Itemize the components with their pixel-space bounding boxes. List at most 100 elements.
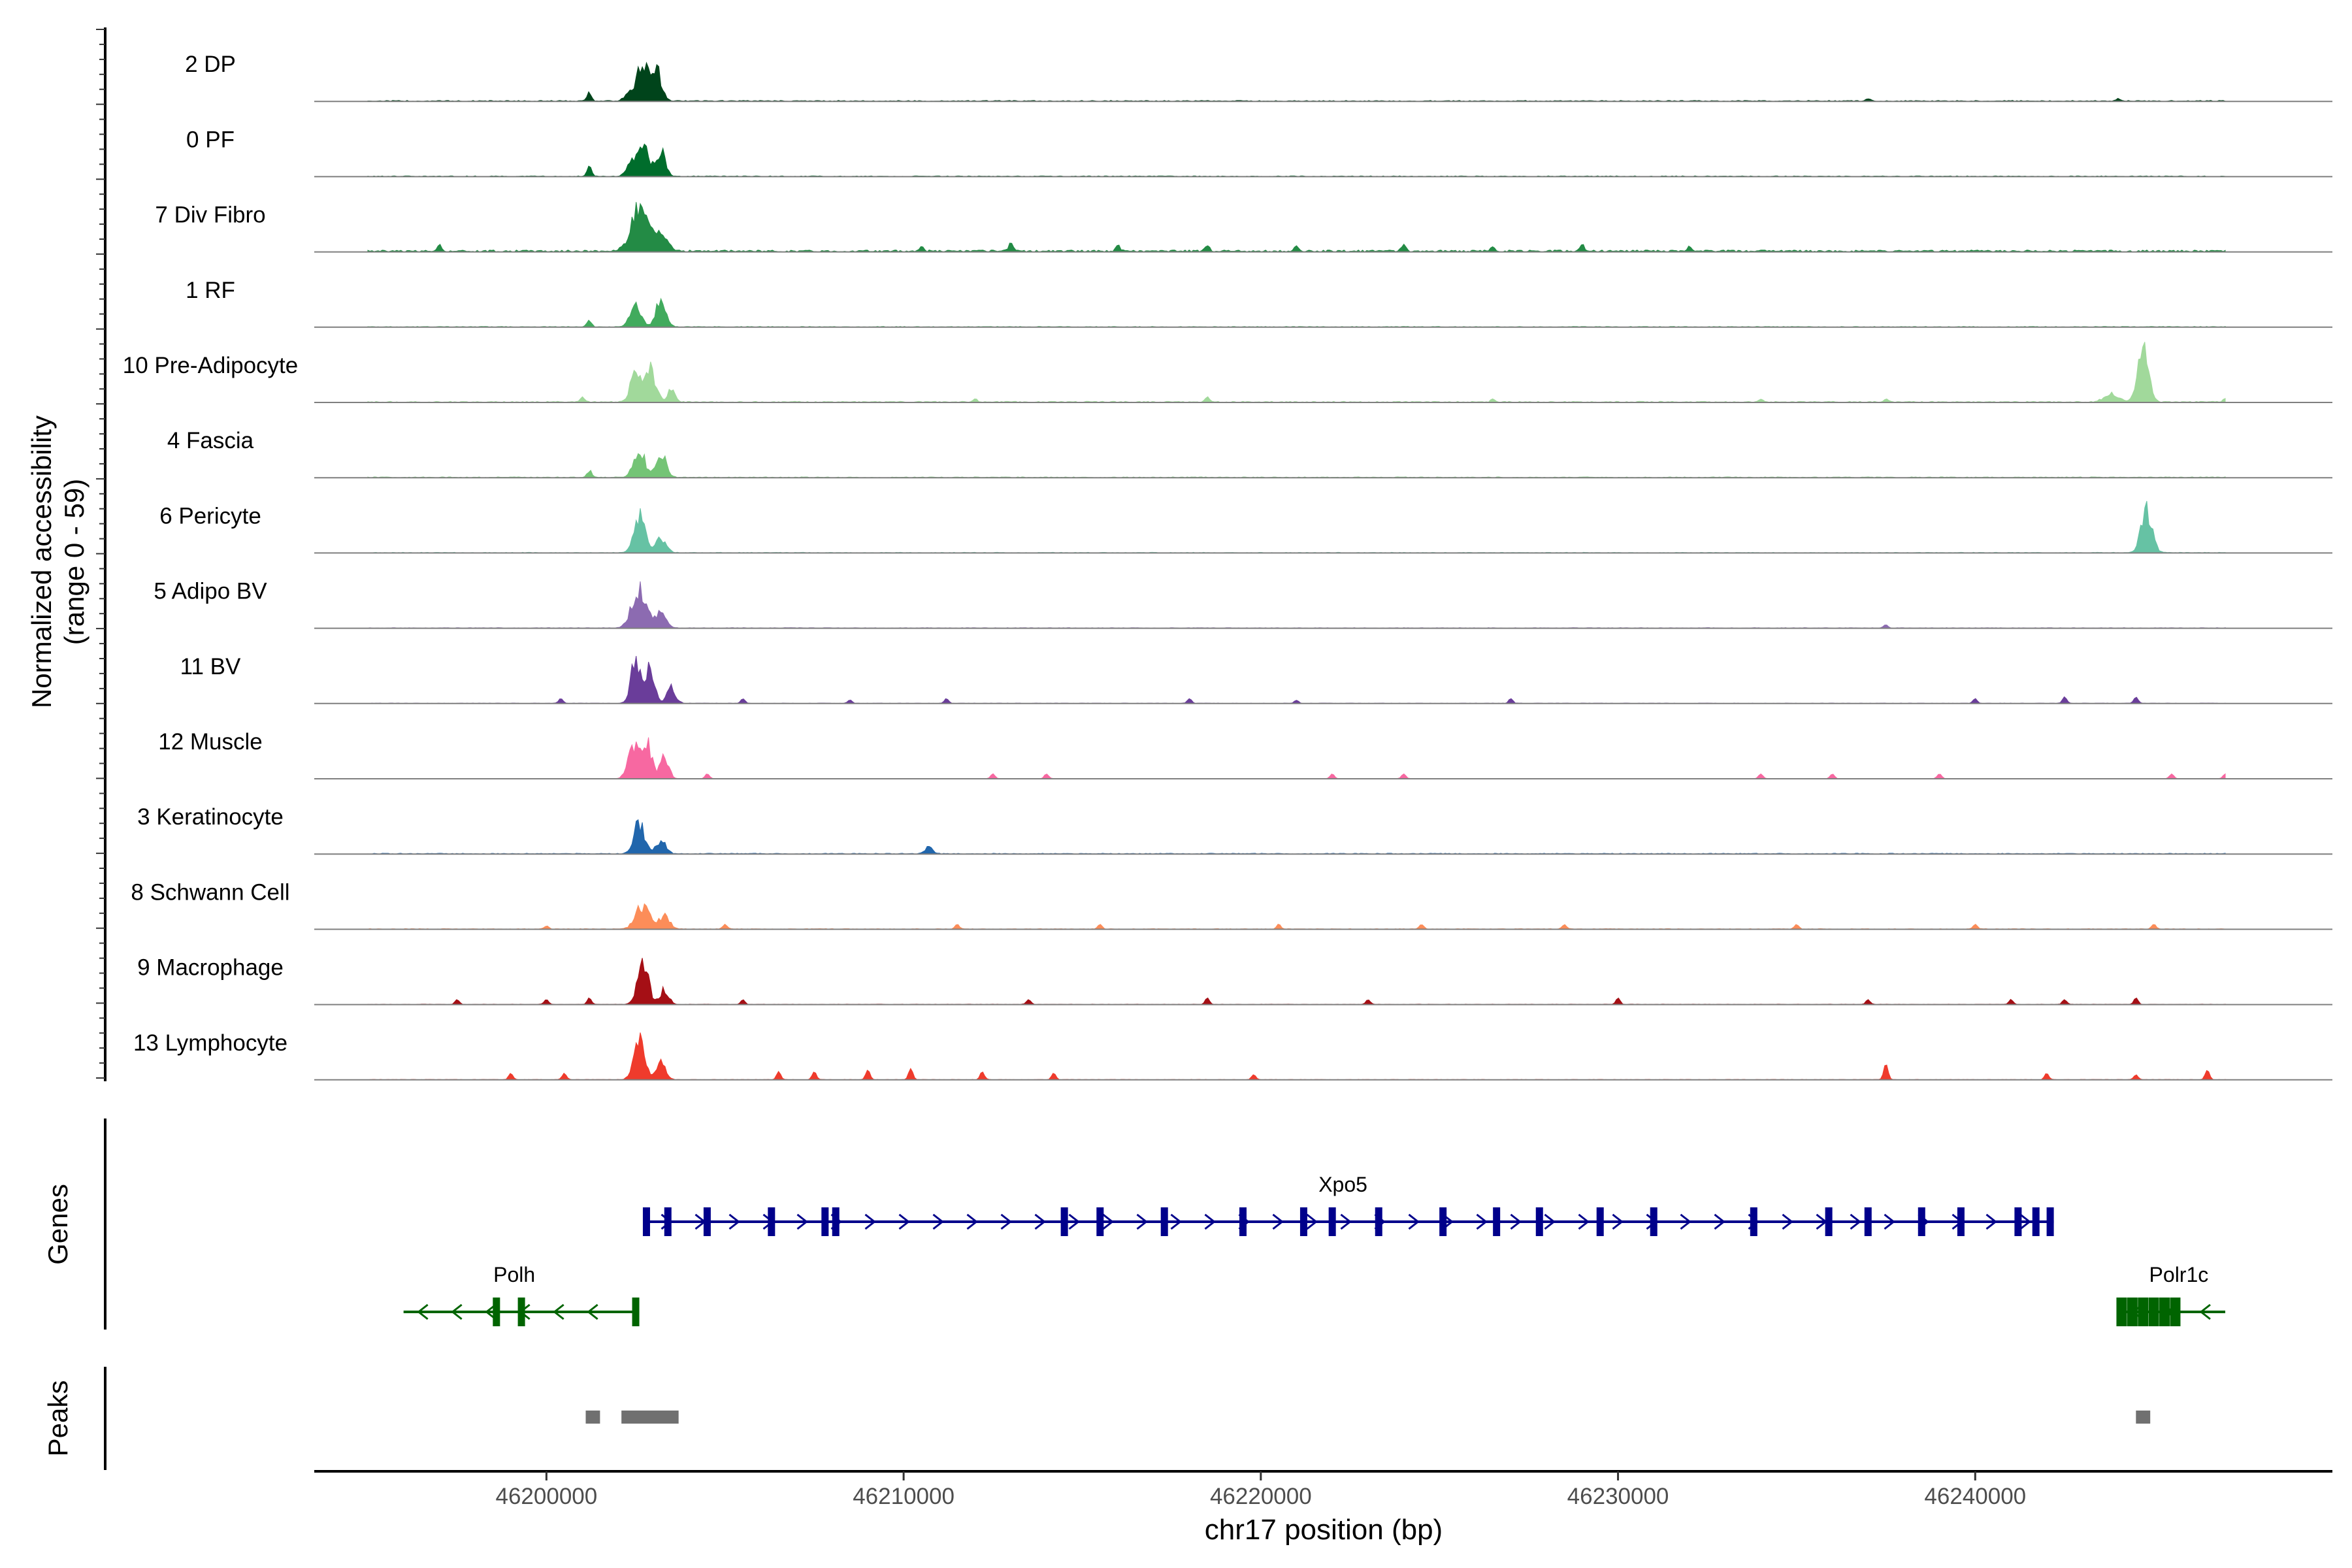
coverage-area <box>367 61 2226 102</box>
strand-arrow <box>1408 1213 1420 1230</box>
peak-region <box>621 1411 679 1424</box>
track-label: 10 Pre-Adipocyte <box>123 353 298 378</box>
exon <box>632 1298 640 1326</box>
exon <box>1299 1207 1307 1236</box>
track-label: 11 BV <box>180 654 241 679</box>
exon <box>1328 1207 1336 1236</box>
track-label: 9 Macrophage <box>137 955 284 981</box>
strand-arrow <box>1068 1213 1080 1230</box>
track-label: 6 Pericyte <box>159 503 261 529</box>
exon <box>2148 1298 2159 1326</box>
strand-arrow <box>728 1213 740 1230</box>
genes-label: Genes <box>42 1184 73 1265</box>
strand-arrow <box>417 1303 429 1320</box>
strand-arrow <box>2019 1213 2031 1230</box>
x-tick-label: 46220000 <box>1210 1484 1312 1509</box>
y-axis-range: (range 0 - 59) <box>59 479 90 645</box>
coverage-tracks <box>314 61 2332 1081</box>
coverage-area <box>367 958 2226 1005</box>
strand-arrow <box>1000 1213 1012 1230</box>
strand-arrow <box>1476 1213 1488 1230</box>
strand-arrow <box>1510 1213 1522 1230</box>
x-tick-label: 46210000 <box>853 1484 955 1509</box>
exon <box>1493 1207 1501 1236</box>
track-label: 0 PF <box>186 127 235 152</box>
x-axis-title: chr17 position (bp) <box>1205 1514 1443 1546</box>
peak-region <box>585 1411 600 1424</box>
strand-arrow <box>1034 1213 1046 1230</box>
gene-xpo5: Xpo5 <box>642 1173 2054 1236</box>
track-label: 13 Lymphocyte <box>133 1030 287 1056</box>
track-12-muscle <box>314 737 2332 779</box>
track-1-rf <box>314 297 2332 328</box>
strand-arrow <box>1985 1213 1997 1230</box>
gene-label: Polh <box>493 1263 535 1286</box>
strand-arrow <box>1340 1213 1352 1230</box>
coverage-area <box>367 453 2226 478</box>
strand-arrow <box>1306 1213 1318 1230</box>
track-13-lymphocyte <box>314 1032 2332 1081</box>
strand-arrow <box>966 1213 978 1230</box>
exon <box>1750 1207 1757 1236</box>
exon <box>2159 1298 2170 1326</box>
exon <box>1096 1207 1104 1236</box>
track-label: 2 DP <box>185 52 236 77</box>
strand-arrow <box>1850 1213 1861 1230</box>
track-3-keratinocyte <box>314 819 2332 855</box>
exon <box>2116 1298 2127 1326</box>
exon <box>2014 1207 2022 1236</box>
track-6-pericyte <box>314 500 2332 554</box>
exon <box>703 1207 711 1236</box>
track-8-schwann-cell <box>314 903 2332 930</box>
x-tick-label: 46240000 <box>1924 1484 2026 1509</box>
track-4-fascia <box>314 453 2332 479</box>
exon <box>1957 1207 1965 1236</box>
track-0-pf <box>314 143 2332 178</box>
peaks-track <box>585 1411 2151 1424</box>
strand-arrow <box>1680 1213 1691 1230</box>
strand-arrow <box>1272 1213 1284 1230</box>
exon <box>664 1207 672 1236</box>
exon <box>1650 1207 1658 1236</box>
strand-arrow <box>1782 1213 1793 1230</box>
strand-arrow <box>1884 1213 1895 1230</box>
coverage-area <box>367 1032 2226 1081</box>
coverage-area <box>367 737 2226 779</box>
track-label: 5 Adipo BV <box>154 579 267 604</box>
coverage-area <box>367 202 2226 253</box>
track-10-pre-adipocyte <box>314 342 2332 403</box>
gene-polr1c: Polr1c <box>2116 1263 2225 1326</box>
x-axis-ticks: 46200000 46210000 46220000 46230000 46240000 <box>496 1471 2026 1509</box>
strand-arrow <box>2199 1303 2211 1320</box>
strand-arrow <box>553 1303 564 1320</box>
exon <box>2138 1298 2149 1326</box>
track-7-div-fibro <box>314 202 2332 253</box>
strand-arrow <box>898 1213 910 1230</box>
exon <box>1160 1207 1168 1236</box>
strand-arrow <box>1612 1213 1624 1230</box>
track-labels: 2 DP 0 PF 7 Div Fibro 1 RF 10 Pre-Adipocyte 4… <box>123 52 298 1056</box>
coverage-area <box>367 342 2226 403</box>
exon <box>1825 1207 1833 1236</box>
exon <box>1239 1207 1247 1236</box>
x-tick-label: 46230000 <box>1567 1484 1669 1509</box>
exon <box>821 1207 829 1236</box>
track-11-bv <box>314 656 2332 704</box>
coverage-area <box>367 581 2226 629</box>
exon <box>1375 1207 1382 1236</box>
exon <box>832 1207 840 1236</box>
genes-track: Xpo5 Polh Polr1c <box>403 1173 2225 1326</box>
coverage-area <box>367 297 2226 328</box>
exon <box>768 1207 776 1236</box>
strand-arrow <box>796 1213 808 1230</box>
coverage-area <box>367 143 2226 177</box>
track-label: 3 Keratinocyte <box>137 804 284 830</box>
exon <box>642 1207 650 1236</box>
exon <box>2170 1298 2181 1326</box>
exon <box>1060 1207 1068 1236</box>
strand-arrow <box>1714 1213 1725 1230</box>
exon <box>1535 1207 1543 1236</box>
peak-region <box>2136 1411 2151 1424</box>
exon <box>1439 1207 1447 1236</box>
